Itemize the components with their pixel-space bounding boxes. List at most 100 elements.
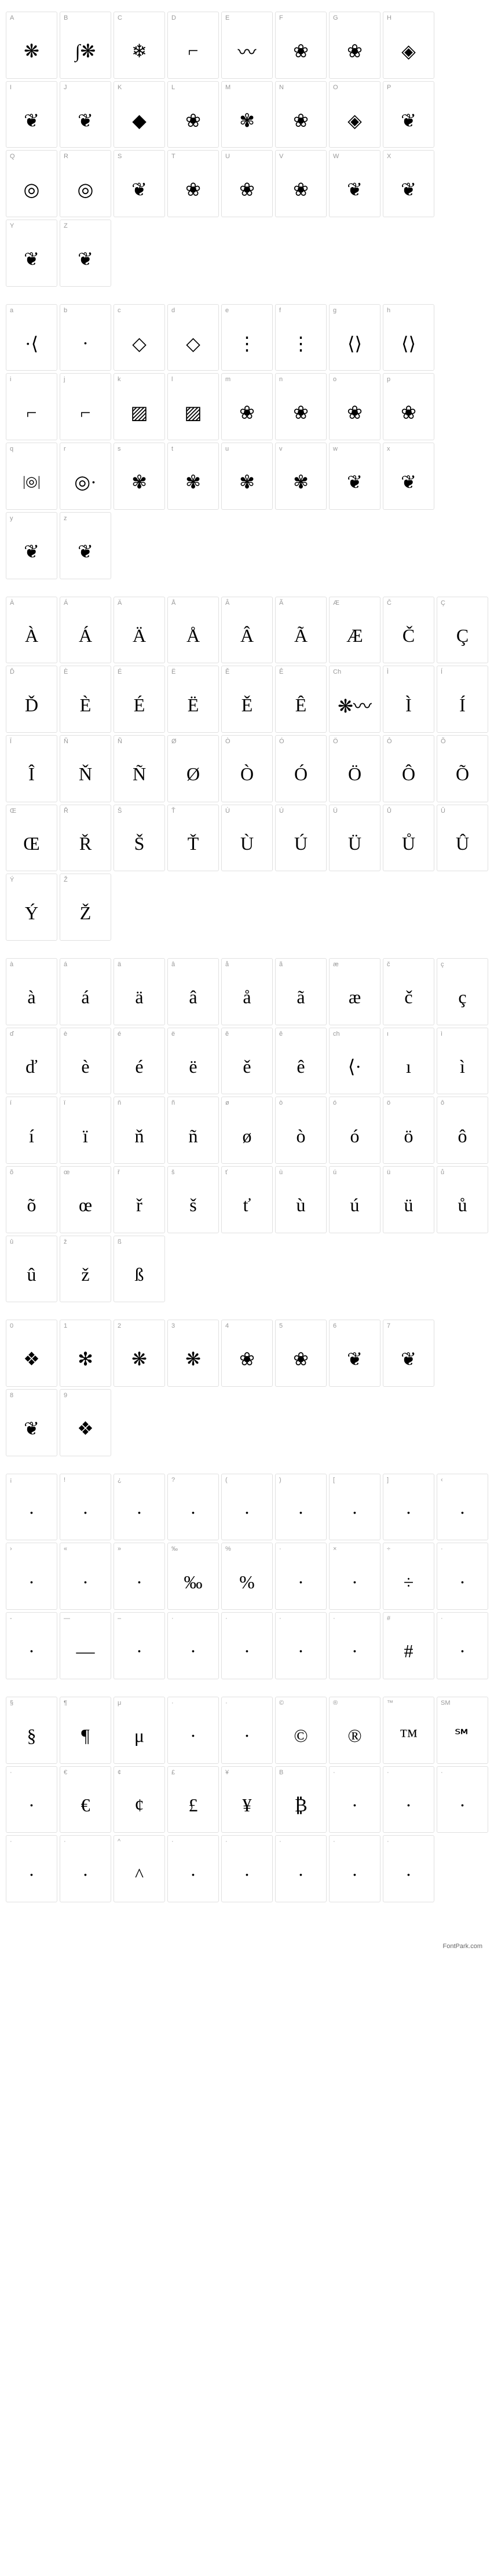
glyph-cell <box>167 220 219 287</box>
glyph-cell: 8❦ <box>6 1389 57 1456</box>
glyph-label: É <box>114 666 164 678</box>
glyph-cell: ěě <box>221 1028 273 1095</box>
glyph-cell <box>167 1389 219 1456</box>
glyph-cell: F❀ <box>275 12 327 79</box>
glyph-label: ^ <box>114 1836 164 1847</box>
glyph-display: Â <box>222 609 272 663</box>
glyph-cell: j⌐ <box>60 373 111 440</box>
glyph-label: Ç <box>437 597 488 609</box>
glyph-cell: ·· <box>383 1835 434 1902</box>
glyph-display: Ô <box>383 747 434 802</box>
glyph-label: i <box>6 374 57 385</box>
glyph-display: ⌐ <box>168 24 218 78</box>
glyph-label: š <box>168 1167 218 1178</box>
glyph-display: ň <box>114 1109 164 1163</box>
glyph-cell: ·· <box>437 1766 488 1833</box>
glyph-cell: ââ <box>167 958 219 1025</box>
glyph-cell: ËË <box>167 666 219 733</box>
glyph-label: č <box>383 959 434 970</box>
glyph-cell: ëë <box>167 1028 219 1095</box>
glyph-cell: ·· <box>221 1612 273 1679</box>
glyph-display: ❦ <box>6 93 57 148</box>
glyph-display: · <box>222 1847 272 1902</box>
glyph-label: B <box>276 1767 326 1778</box>
glyph-display: ◎ <box>6 162 57 217</box>
glyph-cell: C❄ <box>114 12 165 79</box>
glyph-label: Á <box>60 597 111 609</box>
glyph-cell: l▨ <box>167 373 219 440</box>
glyph-label: · <box>330 1836 380 1847</box>
glyph-label: Ů <box>383 805 434 817</box>
glyph-cell: B₿ <box>275 1766 327 1833</box>
glyph-display: ❦ <box>383 162 434 217</box>
glyph-display: ⋮ <box>222 316 272 371</box>
glyph-label: á <box>60 959 111 970</box>
glyph-display: Ñ <box>114 747 164 802</box>
glyph-label: Æ <box>330 597 380 609</box>
glyph-label: — <box>60 1613 111 1624</box>
glyph-label: ú <box>330 1167 380 1178</box>
glyph-display: ‰ <box>168 1555 218 1609</box>
glyph-cell: ûû <box>6 1236 57 1303</box>
glyph-cell: P❦ <box>383 81 434 148</box>
glyph-display: ❋〰 <box>330 678 380 732</box>
glyph-display: ✾ <box>222 93 272 148</box>
glyph-cell: D⌐ <box>167 12 219 79</box>
glyph-cell: ĚĚ <box>221 666 273 733</box>
glyph-cell <box>383 874 434 941</box>
glyph-label: ch <box>330 1028 380 1040</box>
glyph-cell <box>221 220 273 287</box>
glyph-display: ❦ <box>383 93 434 148</box>
glyph-display: ê <box>276 1040 326 1094</box>
glyph-display: μ <box>114 1709 164 1763</box>
glyph-cell <box>437 81 488 148</box>
glyph-label: μ <box>114 1697 164 1709</box>
glyph-label: K <box>114 82 164 93</box>
glyph-label: # <box>383 1613 434 1624</box>
glyph-cell: ŘŘ <box>60 805 111 872</box>
glyph-label: 8 <box>6 1390 57 1401</box>
glyph-label: ñ <box>168 1097 218 1109</box>
glyph-cell: ää <box>114 958 165 1025</box>
glyph-cell: )· <box>275 1474 327 1541</box>
glyph-display: ⌐ <box>6 385 57 440</box>
glyph-label: Ê <box>276 666 326 678</box>
glyph-display: ❀ <box>276 385 326 440</box>
glyph-display: å <box>222 970 272 1025</box>
glyph-cell: ?· <box>167 1474 219 1541</box>
glyph-label: 4 <box>222 1320 272 1332</box>
glyph-display: ❋ <box>168 1332 218 1386</box>
glyph-cell: ·· <box>275 1835 327 1902</box>
glyph-display: ∫❋ <box>60 24 111 78</box>
glyph-display: ❀ <box>168 162 218 217</box>
glyph-label: · <box>276 1836 326 1847</box>
glyph-cell: ÛÛ <box>437 805 488 872</box>
glyph-label: È <box>60 666 111 678</box>
glyph-cell <box>221 874 273 941</box>
glyph-label: t <box>168 443 218 455</box>
glyph-display: Ù <box>222 817 272 871</box>
glyph-display: ⋮ <box>276 316 326 371</box>
glyph-cell: ÔÔ <box>383 735 434 802</box>
glyph-label: ! <box>60 1474 111 1486</box>
glyph-label: Ě <box>222 666 272 678</box>
glyph-display: Õ <box>437 747 488 802</box>
glyph-display: Ů <box>383 817 434 871</box>
glyph-cell: õõ <box>6 1166 57 1233</box>
glyph-label: · <box>168 1697 218 1709</box>
section-punct1: ¡·!·¿·?·(·)·[·]·‹·›·«·»·‰‰%%··×·÷÷··-·——… <box>6 1474 488 1679</box>
glyph-cell: ·· <box>6 1766 57 1833</box>
glyph-cell: ůů <box>437 1166 488 1233</box>
glyph-cell: úú <box>329 1166 380 1233</box>
glyph-cell: Ch❋〰 <box>329 666 380 733</box>
section-accent-lower: ààááääââååããææččççďďèèééëëěěêêch⟨·ııììíí… <box>6 958 488 1302</box>
glyph-cell: o❀ <box>329 373 380 440</box>
glyph-label: ž <box>60 1236 111 1248</box>
glyph-display: · <box>6 1847 57 1902</box>
glyph-cell: A❋ <box>6 12 57 79</box>
glyph-label: 6 <box>330 1320 380 1332</box>
glyph-display: ß <box>114 1248 164 1302</box>
glyph-cell: %% <box>221 1543 273 1610</box>
glyph-cell: ÂÂ <box>221 597 273 664</box>
glyph-cell: ·· <box>329 1766 380 1833</box>
